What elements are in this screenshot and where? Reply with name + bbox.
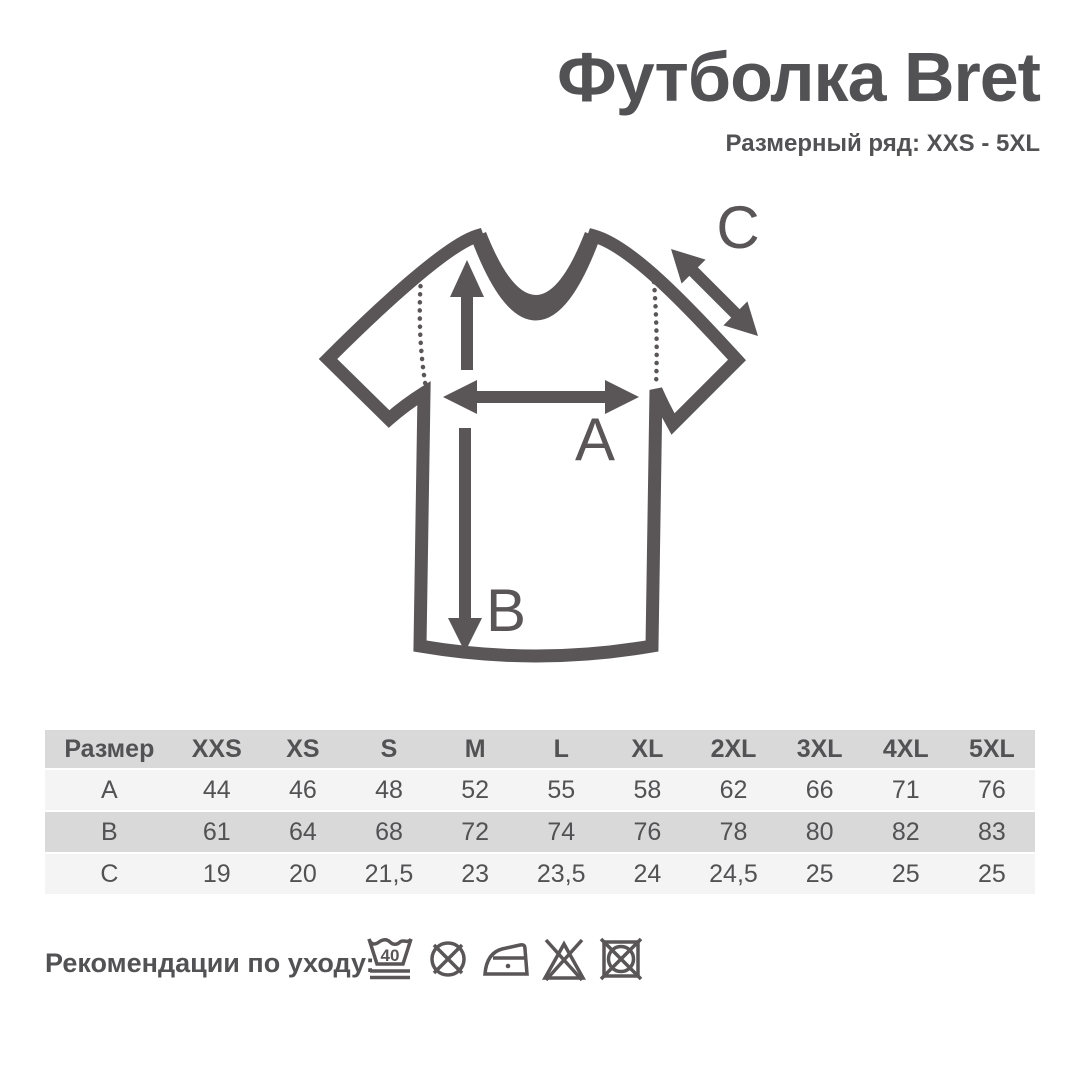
measure-row-label: B <box>45 811 174 854</box>
measure-label-c: C <box>716 194 759 261</box>
size-column-header: XS <box>259 730 346 770</box>
size-value-cell: 20 <box>259 853 346 896</box>
size-value-cell: 78 <box>690 811 777 854</box>
size-value-cell: 61 <box>173 811 260 854</box>
size-value-cell: 52 <box>432 769 519 812</box>
size-value-cell: 82 <box>862 811 949 854</box>
measure-arrow-sleeve-icon <box>671 249 758 336</box>
care-instructions-label: Рекомендации по уходу: <box>45 948 375 978</box>
tshirt-measurement-diagram: A B C <box>318 194 760 663</box>
size-column-header: 5XL <box>948 730 1035 770</box>
size-value-cell: 74 <box>518 811 605 854</box>
size-table-header-row: Размер XXS XS S M L XL 2XL 3XL 4XL 5XL <box>45 730 1035 770</box>
size-value-cell: 72 <box>432 811 519 854</box>
size-column-header: S <box>345 730 433 770</box>
size-column-header: 4XL <box>862 730 949 770</box>
size-table-header: Размер XXS XS S M L XL 2XL 3XL 4XL 5XL <box>45 730 1035 770</box>
wash-40-gentle-icon: 40 <box>367 937 413 980</box>
size-column-header: Размер <box>45 730 174 770</box>
size-value-cell: 23,5 <box>518 853 605 896</box>
iron-low-temperature-icon <box>483 943 529 976</box>
size-value-cell: 76 <box>604 811 691 854</box>
measure-arrow-width-icon <box>443 380 639 414</box>
size-value-cell: 55 <box>518 769 605 812</box>
size-value-cell: 64 <box>259 811 346 854</box>
measure-row-label: A <box>45 769 174 812</box>
size-value-cell: 19 <box>173 853 260 896</box>
size-table-row: B 61 64 68 72 74 76 78 80 82 83 <box>45 811 1035 854</box>
size-table-body: A 44 46 48 52 55 58 62 66 71 76 B 61 64 68 72 74 76 78 80 82… <box>45 769 1035 896</box>
measure-label-b: B <box>486 577 526 644</box>
size-value-cell: 71 <box>862 769 949 812</box>
size-value-cell: 46 <box>259 769 346 812</box>
do-not-bleach-icon <box>542 938 586 982</box>
size-column-header: XXS <box>173 730 260 770</box>
page-title: Футболка Bret <box>557 38 1041 116</box>
measure-arrow-up-icon <box>450 260 484 370</box>
size-value-cell: 21,5 <box>345 853 433 896</box>
size-value-cell: 68 <box>345 811 433 854</box>
size-column-header: L <box>518 730 605 770</box>
left-shoulder-seam <box>417 275 429 391</box>
collar-band-icon <box>477 232 594 314</box>
measure-arrow-length-icon <box>448 428 482 652</box>
do-not-dry-clean-icon <box>430 941 466 977</box>
care-icons-row: 40 <box>367 932 643 986</box>
measure-label-a: A <box>575 406 615 473</box>
size-column-header: XL <box>604 730 691 770</box>
size-column-header: 3XL <box>776 730 863 770</box>
size-value-cell: 23 <box>432 853 519 896</box>
size-value-cell: 62 <box>690 769 777 812</box>
measure-row-label: C <box>45 853 174 896</box>
size-column-header: 2XL <box>690 730 777 770</box>
do-not-tumble-dry-icon <box>599 937 643 981</box>
size-value-cell: 66 <box>776 769 863 812</box>
size-value-cell: 24,5 <box>690 853 777 896</box>
size-value-cell: 58 <box>604 769 691 812</box>
size-table-row: A 44 46 48 52 55 58 62 66 71 76 <box>45 769 1035 812</box>
size-column-header: M <box>432 730 519 770</box>
size-value-cell: 25 <box>776 853 863 896</box>
size-value-cell: 25 <box>948 853 1035 896</box>
size-value-cell: 76 <box>948 769 1035 812</box>
size-value-cell: 25 <box>862 853 949 896</box>
size-table-row: C 19 20 21,5 23 23,5 24 24,5 25 25 25 <box>45 853 1035 896</box>
size-value-cell: 83 <box>948 811 1035 854</box>
size-value-cell: 24 <box>604 853 691 896</box>
size-table: Размер XXS XS S M L XL 2XL 3XL 4XL 5XL A 44 46 48 52 55… <box>45 730 1035 896</box>
size-value-cell: 80 <box>776 811 863 854</box>
size-value-cell: 44 <box>173 769 260 812</box>
svg-text:40: 40 <box>381 946 400 965</box>
size-value-cell: 48 <box>345 769 433 812</box>
size-range-subtitle: Размерный ряд: XXS - 5XL <box>725 130 1040 157</box>
